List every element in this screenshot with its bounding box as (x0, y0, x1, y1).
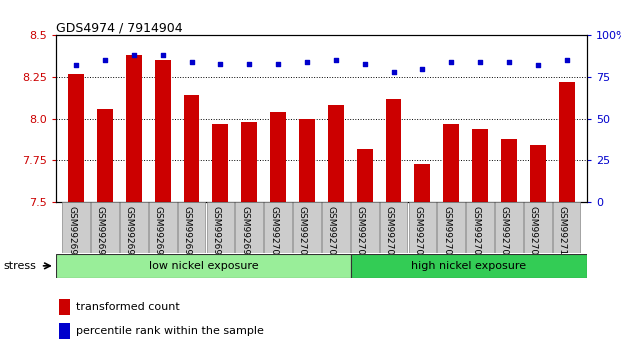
Text: GSM992703: GSM992703 (356, 206, 365, 261)
Bar (207, 202, 234, 253)
Bar (178, 202, 206, 253)
Bar (328, 105, 344, 202)
Bar (91, 202, 119, 253)
Text: high nickel exposure: high nickel exposure (411, 261, 527, 271)
Bar (351, 202, 379, 253)
Text: GDS4974 / 7914904: GDS4974 / 7914904 (56, 21, 183, 34)
Bar (437, 202, 465, 253)
Text: GSM992694: GSM992694 (96, 206, 105, 261)
Point (561, 58, 571, 63)
Bar (120, 202, 148, 253)
Bar (553, 202, 581, 253)
Bar (356, 149, 373, 202)
Point (129, 52, 138, 58)
Bar (155, 61, 171, 202)
Point (273, 61, 283, 67)
Text: GSM992702: GSM992702 (327, 206, 336, 261)
Point (360, 61, 369, 67)
Point (533, 63, 543, 68)
Text: GSM992705: GSM992705 (414, 206, 422, 261)
Bar (409, 202, 436, 253)
Bar (299, 119, 315, 202)
Text: GSM992701: GSM992701 (298, 206, 307, 261)
Text: GSM992695: GSM992695 (125, 206, 134, 261)
Text: GSM992697: GSM992697 (183, 206, 191, 261)
Bar (212, 124, 229, 202)
Bar (293, 202, 321, 253)
Bar (524, 202, 551, 253)
Text: GSM992704: GSM992704 (384, 206, 394, 261)
Bar (242, 122, 257, 202)
Text: GSM992696: GSM992696 (153, 206, 163, 261)
Bar (501, 138, 517, 202)
Bar (414, 164, 430, 202)
Point (158, 52, 168, 58)
Text: GSM992693: GSM992693 (67, 206, 76, 261)
Text: GSM992699: GSM992699 (240, 206, 249, 261)
Point (389, 69, 399, 75)
Text: GSM992708: GSM992708 (500, 206, 509, 261)
Point (100, 58, 110, 63)
Text: stress: stress (3, 261, 36, 271)
Bar (184, 95, 199, 202)
Bar (97, 109, 113, 202)
Point (331, 58, 341, 63)
Bar (270, 112, 286, 202)
Bar (559, 82, 574, 202)
Bar (235, 202, 263, 253)
Text: GSM992700: GSM992700 (269, 206, 278, 261)
Text: low nickel exposure: low nickel exposure (148, 261, 258, 271)
Bar (264, 202, 292, 253)
Bar (472, 129, 488, 202)
Text: GSM992706: GSM992706 (442, 206, 451, 261)
Bar (68, 74, 84, 202)
Point (417, 66, 427, 72)
Bar (58, 299, 70, 315)
Point (215, 61, 225, 67)
Point (244, 61, 254, 67)
Text: GSM992709: GSM992709 (529, 206, 538, 261)
Point (504, 59, 514, 65)
Point (71, 63, 81, 68)
Point (446, 59, 456, 65)
Bar (149, 202, 176, 253)
Text: GSM992710: GSM992710 (558, 206, 566, 261)
Text: transformed count: transformed count (76, 302, 180, 312)
Bar (386, 99, 401, 202)
Bar (351, 254, 587, 278)
Point (186, 59, 196, 65)
Point (302, 59, 312, 65)
Bar (495, 202, 523, 253)
Bar (443, 124, 459, 202)
Bar (56, 254, 351, 278)
Bar (322, 202, 350, 253)
Bar (58, 323, 70, 339)
Bar (379, 202, 407, 253)
Text: GSM992707: GSM992707 (471, 206, 480, 261)
Text: GSM992698: GSM992698 (211, 206, 220, 261)
Bar (62, 202, 90, 253)
Bar (530, 145, 546, 202)
Bar (466, 202, 494, 253)
Bar (126, 55, 142, 202)
Text: percentile rank within the sample: percentile rank within the sample (76, 326, 264, 336)
Point (475, 59, 485, 65)
